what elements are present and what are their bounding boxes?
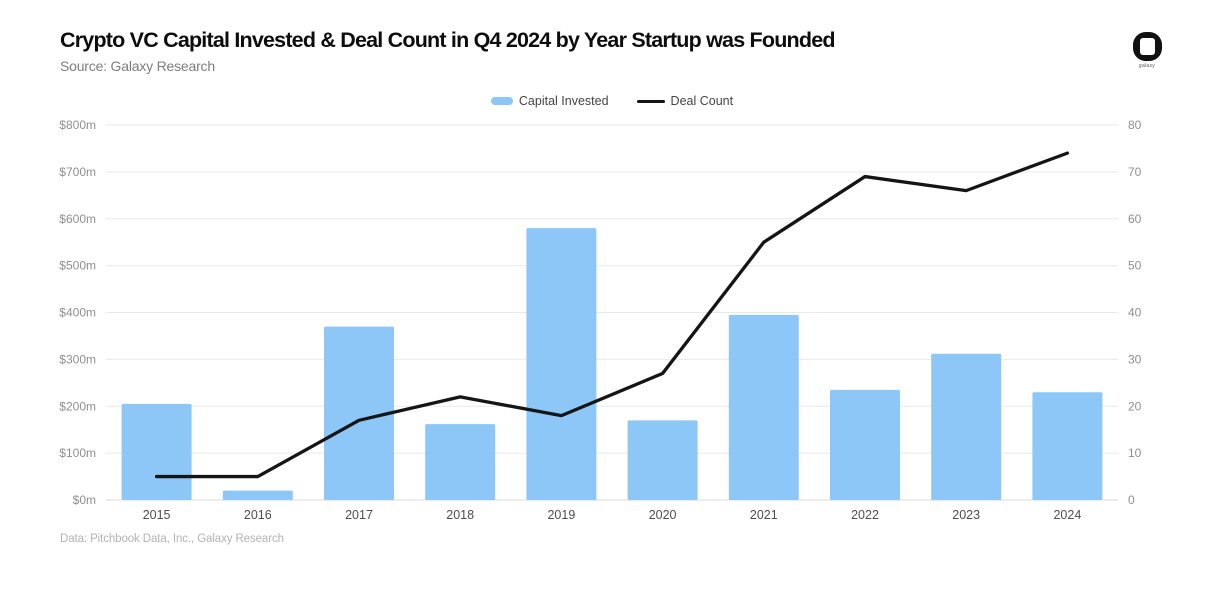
right-axis-tick-20: 20 [1128, 399, 1142, 413]
bar-capital-invested-2017 [324, 326, 394, 500]
bar-capital-invested-2015 [121, 403, 192, 500]
legend-item-deal-count: Deal Count [636, 94, 734, 108]
bar-capital-invested-2024 [1032, 392, 1103, 500]
x-axis-label-2017: 2017 [345, 508, 373, 522]
bar-capital-invested-2021 [728, 314, 799, 500]
bar-capital-invested-2019 [526, 228, 597, 500]
x-axis-label-2019: 2019 [547, 508, 575, 522]
right-axis-tick-40: 40 [1128, 306, 1142, 320]
right-axis-tick-0: 0 [1128, 493, 1135, 507]
x-axis-label-2016: 2016 [244, 508, 272, 522]
x-axis-label-2020: 2020 [649, 508, 677, 522]
galaxy-logo-text: galaxy [1138, 63, 1156, 69]
left-axis-tick-$400m: $400m [59, 306, 96, 320]
right-axis-tick-10: 10 [1128, 446, 1142, 460]
legend-item-capital-invested: Capital Invested [490, 94, 609, 108]
capital-invested-swatch-icon [490, 97, 513, 105]
left-axis-tick-$500m: $500m [59, 259, 96, 273]
legend-label-capital-invested: Capital Invested [518, 94, 609, 108]
left-axis-tick-$700m: $700m [59, 165, 96, 179]
bar-capital-invested-2023 [931, 353, 1002, 500]
source-label: Source: Galaxy Research [60, 58, 215, 74]
left-axis-tick-$0m: $0m [73, 493, 96, 507]
right-axis-tick-30: 30 [1128, 352, 1142, 366]
x-axis-label-2021: 2021 [750, 508, 778, 522]
right-axis-tick-70: 70 [1128, 165, 1142, 179]
deal-count-line [154, 151, 1070, 479]
bar-capital-invested-2018 [425, 424, 496, 500]
x-axis-label-2023: 2023 [952, 508, 980, 522]
x-axis-label-2018: 2018 [446, 508, 474, 522]
bar-capital-invested-2020 [627, 420, 698, 500]
left-axis-tick-$800m: $800m [59, 118, 96, 132]
legend-label-deal-count: Deal Count [670, 94, 734, 108]
x-axis-label-2024: 2024 [1053, 508, 1081, 522]
deal-count-swatch-icon [636, 99, 665, 103]
chart-legend: Capital Invested Deal Count [106, 92, 1118, 110]
page-title: Crypto VC Capital Invested & Deal Count … [60, 28, 836, 52]
left-axis-tick-$600m: $600m [59, 212, 96, 226]
right-axis-tick-80: 80 [1128, 118, 1142, 132]
combo-chart: $0m $100m $200m $300m $400m $500m $600m $700m $8… [59, 118, 1142, 522]
x-axis-label-2022: 2022 [851, 508, 879, 522]
bar-capital-invested-2016 [222, 490, 293, 500]
left-axis-tick-$200m: $200m [59, 399, 96, 413]
right-axis-tick-50: 50 [1128, 259, 1142, 273]
right-axis-tick-60: 60 [1128, 212, 1142, 226]
galaxy-logo: galaxy [1128, 32, 1166, 69]
left-axis-tick-$100m: $100m [59, 446, 96, 460]
left-axis-tick-$300m: $300m [59, 352, 96, 366]
x-axis-label-2015: 2015 [143, 508, 171, 522]
bar-capital-invested-2022 [830, 389, 900, 500]
galaxy-logo-icon [1132, 32, 1162, 61]
data-attribution: Data: Pitchbook Data, Inc., Galaxy Resea… [60, 533, 284, 545]
